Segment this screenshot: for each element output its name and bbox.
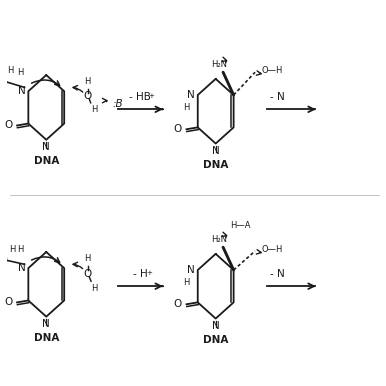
Text: O: O <box>173 124 181 134</box>
Text: O—H: O—H <box>261 66 283 75</box>
Text: H: H <box>85 78 91 86</box>
Text: - N: - N <box>270 93 285 102</box>
Text: H—A: H—A <box>230 221 251 230</box>
Text: H: H <box>10 245 16 254</box>
Text: N: N <box>212 321 220 331</box>
Text: - HB: - HB <box>129 93 151 102</box>
Text: O: O <box>83 91 92 101</box>
Text: N: N <box>42 319 50 329</box>
Text: - N: - N <box>270 269 285 279</box>
Text: H: H <box>17 245 23 254</box>
Text: O—H: O—H <box>261 245 283 254</box>
Text: H₂N: H₂N <box>211 60 227 69</box>
Text: O: O <box>4 120 12 130</box>
Text: N: N <box>42 142 50 152</box>
Text: H: H <box>183 278 190 288</box>
Bar <box>2 257 6 261</box>
Text: +: + <box>148 93 154 100</box>
Text: :B: :B <box>112 98 123 108</box>
Text: H: H <box>17 68 23 77</box>
Text: DNA: DNA <box>203 159 229 169</box>
Text: O: O <box>4 297 12 307</box>
Text: N: N <box>18 86 26 96</box>
Text: DNA: DNA <box>203 335 229 345</box>
Text: +: + <box>146 270 152 276</box>
Text: O: O <box>83 269 92 279</box>
Bar <box>0 78 4 82</box>
Text: H: H <box>183 103 190 112</box>
Text: DNA: DNA <box>34 333 59 343</box>
Text: N: N <box>187 265 195 275</box>
Text: O: O <box>173 299 181 309</box>
Text: - H: - H <box>133 269 148 279</box>
Text: H: H <box>91 105 97 115</box>
Text: N: N <box>18 263 26 273</box>
Text: N: N <box>187 90 195 100</box>
Text: H₂N: H₂N <box>211 235 227 244</box>
Text: N: N <box>212 146 220 156</box>
Text: H: H <box>91 284 98 293</box>
Text: DNA: DNA <box>34 156 59 166</box>
Text: H: H <box>85 254 91 263</box>
Text: H: H <box>8 66 14 75</box>
